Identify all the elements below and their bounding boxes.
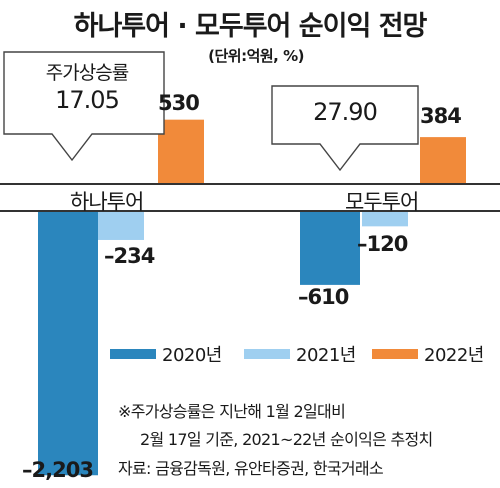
legend-swatch-2020: [110, 349, 156, 359]
legend-item-2021: 2021년: [244, 341, 356, 367]
data-label-hanatour-2020: –2,203: [22, 458, 94, 482]
category-label-modetour: 모두투어: [345, 190, 419, 214]
data-label-hanatour-2022: 530: [158, 91, 200, 115]
legend-label-2020: 2020년: [162, 345, 222, 366]
callout-box-hanatour: [3, 51, 165, 162]
legend-swatch-2021: [244, 349, 290, 359]
category-label-hanatour: 하나투어: [70, 190, 144, 214]
bar-modetour-2021: [362, 212, 408, 227]
callout-value-hanatour: 17.05: [55, 86, 120, 114]
data-label-modetour-2020: –610: [298, 285, 349, 309]
bar-modetour-2020: [300, 212, 360, 285]
bar-hanatour-2021: [98, 212, 144, 240]
bar-hanatour-2020: [38, 212, 98, 476]
legend-label-2021: 2021년: [296, 345, 356, 366]
note-line-3: 자료: 금융감독원, 유안타증권, 한국거래소: [118, 459, 384, 478]
note-line-2: 2월 17일 기준, 2021~22년 순이익은 추정치: [140, 430, 433, 449]
legend-swatch-2022: [372, 349, 418, 359]
legend-label-2022: 2022년: [424, 345, 484, 366]
bar-hanatour-2022: [158, 119, 204, 183]
callout-box-modetour: [271, 85, 419, 172]
chart-title: 하나투어 · 모두투어 순이익 전망: [73, 11, 428, 42]
callout-value-modetour: 27.90: [313, 98, 378, 126]
unit-label: (단위:억원, %): [208, 47, 304, 65]
data-label-modetour-2021: –120: [357, 232, 408, 256]
legend-item-2020: 2020년: [110, 341, 222, 367]
note-line-1: ※주가상승률은 지난해 1월 2일대비: [118, 402, 346, 421]
callout-label-hanatour: 주가상승률: [45, 62, 129, 84]
category-band: [0, 183, 500, 212]
data-label-modetour-2022: 384: [420, 104, 462, 128]
data-label-hanatour-2021: –234: [104, 244, 155, 268]
legend: 2020년 2021년 2022년: [110, 341, 490, 367]
legend-item-2022: 2022년: [372, 341, 484, 367]
bar-modetour-2022: [420, 137, 466, 183]
